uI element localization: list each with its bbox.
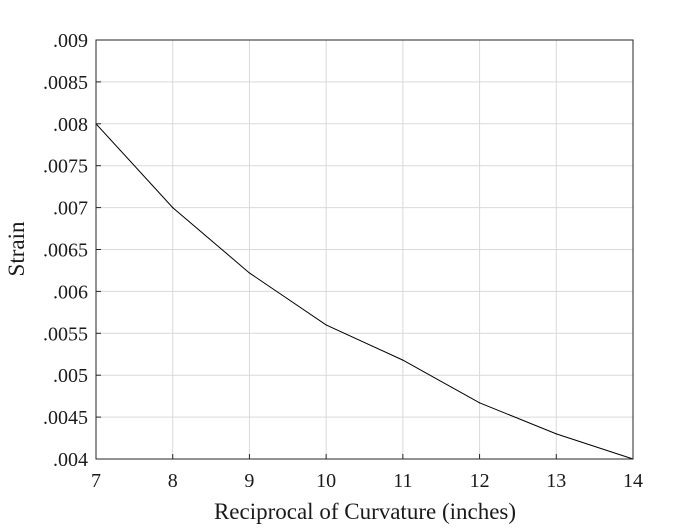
x-tick-label: 10	[316, 470, 336, 492]
x-tick-label: 7	[91, 470, 101, 492]
data-point	[555, 433, 557, 435]
x-tick-label: 9	[244, 470, 254, 492]
y-tick-label: .0055	[43, 323, 88, 345]
x-axis-title: Reciprocal of Curvature (inches)	[214, 499, 516, 524]
y-tick-label: .004	[53, 449, 88, 471]
x-tick-labels: 7 8 9 10 11 12 13 14	[91, 470, 643, 492]
strain-series-line	[95, 123, 634, 460]
series-layer	[95, 123, 634, 460]
y-tick-label: .0045	[43, 407, 88, 429]
y-tick-label: .0075	[43, 156, 88, 178]
x-tick-label: 8	[168, 470, 178, 492]
data-point	[402, 359, 404, 361]
x-tick-label: 13	[546, 470, 566, 492]
x-tick-label: 14	[623, 470, 643, 492]
x-tick-label: 12	[470, 470, 490, 492]
x-tick-label: 11	[393, 470, 412, 492]
grid-lines	[95, 39, 634, 460]
data-point	[325, 324, 327, 326]
y-tick-label: .009	[53, 30, 88, 52]
y-tick-label: .008	[53, 114, 88, 136]
y-tick-label: .005	[53, 365, 88, 387]
data-point	[478, 402, 481, 404]
y-tick-label: .0085	[43, 72, 88, 94]
y-tick-label: .0065	[43, 240, 88, 262]
data-point	[248, 272, 251, 274]
y-tick-label: .006	[53, 281, 88, 303]
data-point	[172, 207, 174, 209]
plot-frame	[95, 39, 634, 460]
y-axis-title: Strain	[4, 221, 29, 276]
y-tick-labels: .004 .0045 .005 .0055 .006 .0065 .007 .0075 .008…	[43, 30, 88, 471]
y-tick-label: .007	[53, 198, 88, 220]
